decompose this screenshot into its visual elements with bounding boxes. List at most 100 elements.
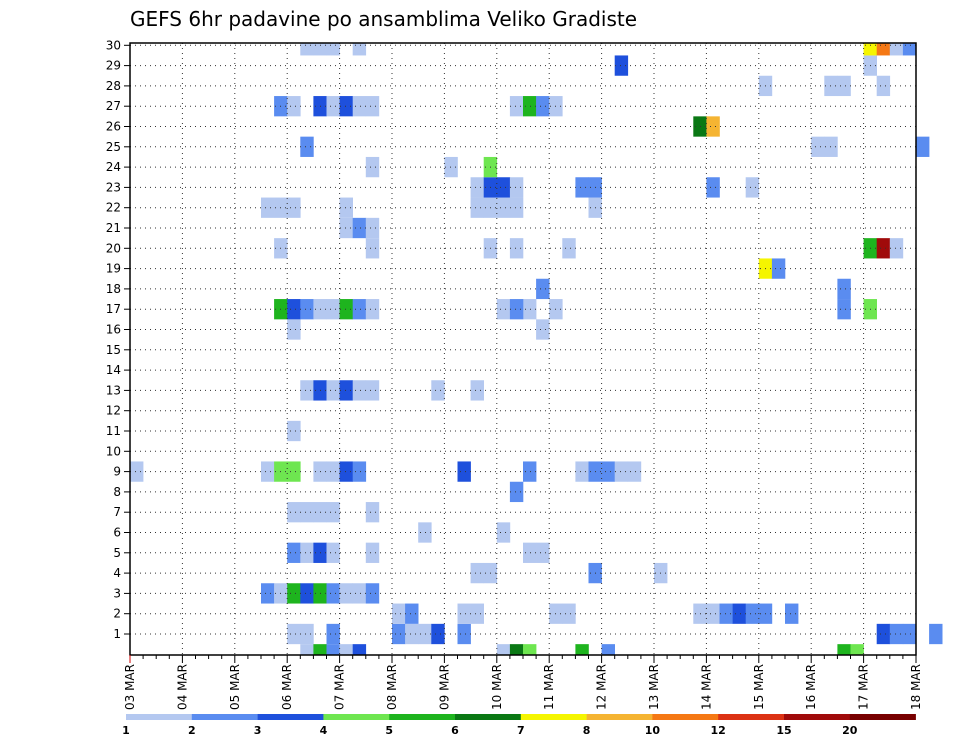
heatmap-cell (523, 96, 537, 117)
heatmap-cell (326, 380, 340, 401)
legend-swatch (323, 714, 390, 720)
heatmap-cell (365, 238, 380, 259)
x-tick-label: 04 MAR (175, 664, 189, 710)
y-tick-label: 26 (106, 120, 121, 134)
heatmap-cell (326, 502, 340, 523)
heatmap-cell (313, 644, 327, 655)
heatmap-cell (562, 238, 576, 259)
heatmap-cell (326, 461, 340, 482)
y-tick-label: 10 (106, 444, 121, 458)
heatmap-cell (706, 603, 720, 624)
legend-swatch (849, 714, 916, 720)
heatmap-cell (745, 603, 760, 624)
heatmap-cell (575, 177, 589, 198)
legend-swatch (718, 714, 785, 720)
y-tick-label: 8 (113, 485, 121, 499)
y-tick-label: 25 (106, 140, 121, 154)
heatmap-cell (509, 238, 524, 259)
heatmap-cell (470, 197, 484, 218)
legend-label: 10 (645, 724, 661, 737)
y-tick-label: 6 (113, 526, 121, 540)
heatmap-cell (509, 177, 524, 198)
heatmap-cell (614, 55, 629, 76)
x-tick-label: 05 MAR (228, 664, 242, 710)
heatmap-cell (326, 542, 340, 563)
heatmap-cell (562, 603, 576, 624)
heatmap-cell (392, 603, 406, 624)
chart-title: GEFS 6hr padavine po ansamblima Veliko G… (130, 7, 637, 31)
legend-label: 15 (776, 724, 791, 737)
heatmap-cell (300, 644, 314, 655)
y-tick-label: 5 (113, 546, 121, 560)
heatmap-cell (287, 502, 301, 523)
legend-label: 12 (711, 724, 726, 737)
legend-label: 7 (517, 724, 525, 737)
heatmap-cell (352, 96, 367, 117)
heatmap-cell (365, 96, 380, 117)
heatmap-cell (837, 278, 851, 300)
heatmap-cell (509, 644, 524, 655)
y-tick-label: 11 (106, 424, 121, 438)
heatmap-cell (536, 96, 550, 117)
heatmap-cell (732, 603, 746, 624)
x-tick-label: 06 MAR (280, 664, 294, 710)
heatmap-cell (431, 380, 445, 401)
y-tick-label: 30 (106, 38, 121, 52)
heatmap-cell (745, 177, 760, 198)
y-tick-label: 9 (113, 465, 121, 479)
heatmap-cell (365, 156, 380, 178)
y-tick-label: 28 (106, 79, 121, 93)
x-tick-label: 10 MAR (490, 664, 504, 710)
heatmap-cell (365, 380, 380, 401)
heatmap-cell (339, 197, 353, 218)
heatmap-cell (837, 299, 851, 320)
heatmap-cell (287, 420, 301, 442)
heatmap-cell (339, 299, 353, 320)
heatmap-cell (352, 583, 367, 604)
heatmap-cell (719, 603, 733, 624)
x-axis: 03 MAR 04 MAR 05 MAR 06 MAR 07 MAR 08 MAR 09 M… (123, 655, 923, 710)
legend-label: 4 (320, 724, 328, 737)
heatmap-cell (300, 380, 314, 401)
heatmap-cell (876, 623, 891, 645)
x-tick-label: 09 MAR (437, 664, 451, 710)
legend-label: 8 (583, 724, 591, 737)
heatmap-cell (457, 623, 471, 645)
heatmap-cell (523, 644, 537, 655)
x-tick-label: 11 MAR (542, 664, 556, 710)
heatmap-cell (509, 96, 524, 117)
y-tick-label: 27 (106, 99, 121, 113)
legend-label: 6 (451, 724, 459, 737)
grid-lines (130, 43, 916, 655)
heatmap-cell (876, 238, 891, 259)
heatmap-cell (457, 603, 471, 624)
legend-label: 2 (188, 724, 196, 737)
legend-label: 5 (385, 724, 393, 737)
heatmap-cell (889, 238, 904, 259)
heatmap-cell (300, 136, 314, 157)
heatmap-cell (287, 623, 301, 645)
y-tick-label: 15 (106, 343, 121, 357)
heatmap-cell (405, 603, 419, 624)
heatmap-cell (496, 299, 511, 320)
heatmap-cell (287, 197, 301, 218)
heatmap-cell (287, 461, 301, 482)
heatmap-cell (876, 75, 891, 97)
legend-label: 20 (842, 724, 858, 737)
heatmap-cell (352, 461, 367, 482)
x-tick-label: 12 MAR (595, 664, 609, 710)
y-tick-label: 7 (113, 505, 121, 519)
heatmap-cell (575, 644, 589, 655)
heatmap-cell (365, 502, 380, 523)
heatmap-cell (523, 299, 537, 320)
heatmap-cell (418, 522, 432, 543)
heatmap-cell (509, 481, 524, 503)
heatmap-cell (365, 299, 380, 320)
legend-swatch (257, 714, 324, 720)
heatmap-cell (470, 380, 484, 401)
heatmap-cell (339, 644, 353, 655)
y-tick-label: 3 (113, 586, 121, 600)
heatmap-cell (365, 583, 380, 604)
heatmap-cell (601, 461, 615, 482)
